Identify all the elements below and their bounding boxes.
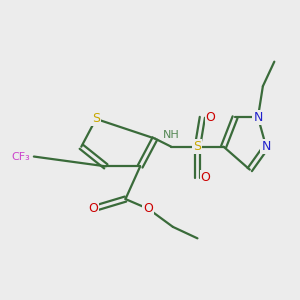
Text: S: S <box>92 112 100 125</box>
Text: S: S <box>194 140 201 153</box>
Text: CF₃: CF₃ <box>12 152 31 161</box>
Text: N: N <box>262 140 271 153</box>
Text: NH: NH <box>163 130 180 140</box>
Text: O: O <box>201 171 211 184</box>
Text: N: N <box>253 111 263 124</box>
Text: O: O <box>143 202 153 215</box>
Text: O: O <box>206 111 215 124</box>
Text: O: O <box>88 202 98 215</box>
